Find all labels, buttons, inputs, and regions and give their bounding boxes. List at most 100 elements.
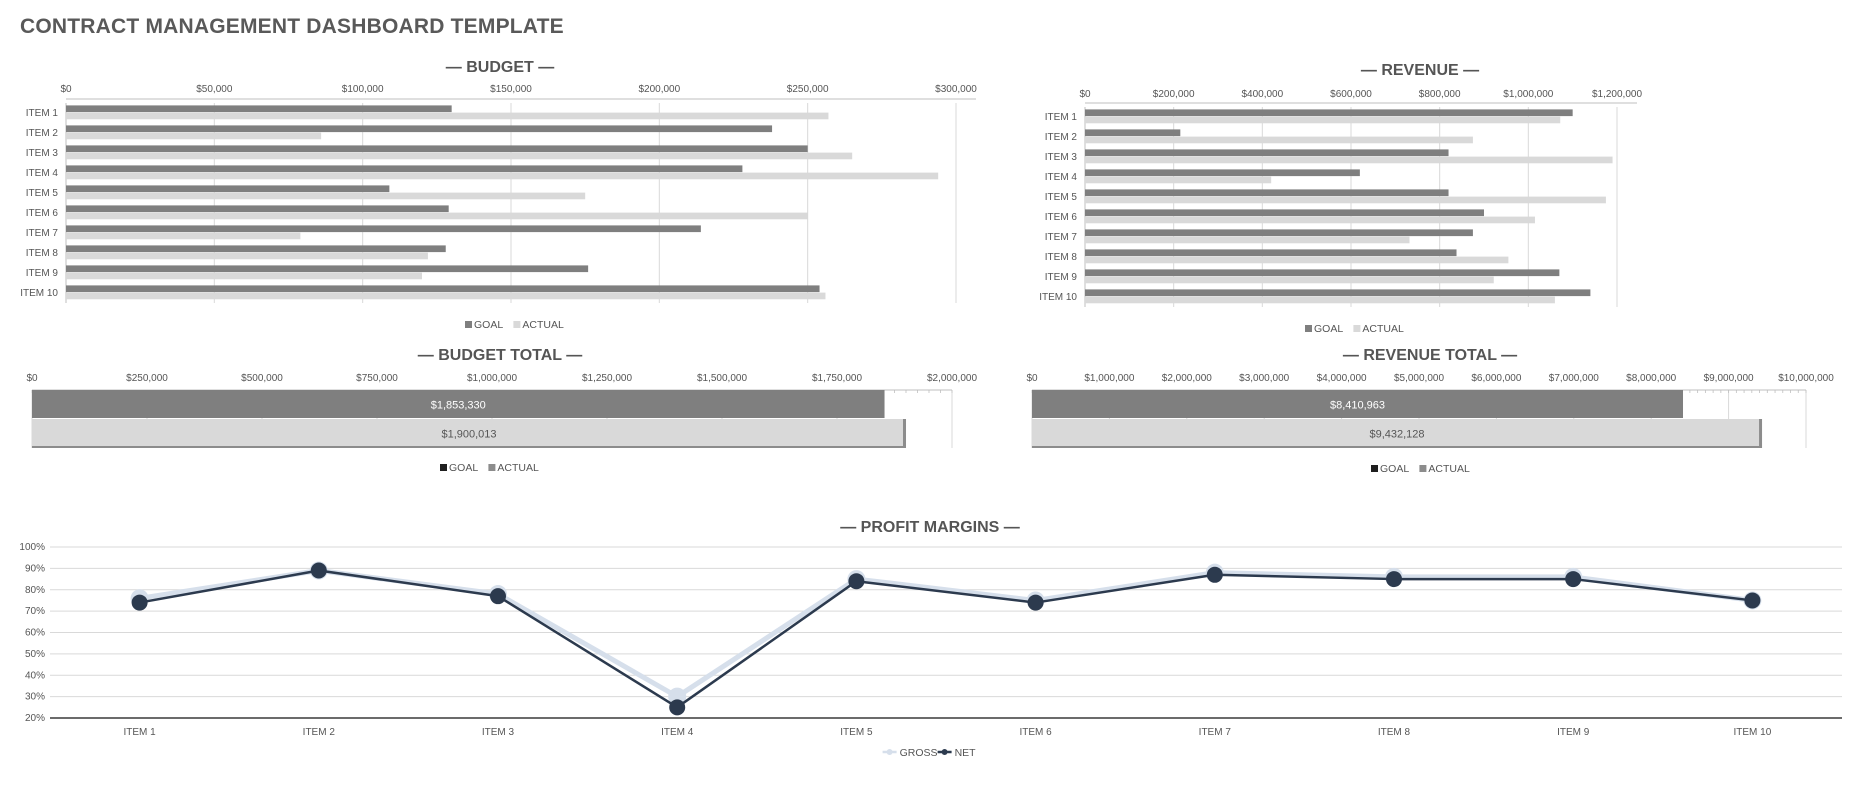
point-net-10: [1744, 592, 1761, 609]
y-tick-label: 70%: [25, 606, 45, 617]
bar-goal: [1032, 390, 1684, 418]
revenue-total-chart: — REVENUE TOTAL — $0 $1,000,000 $2,000,000 $…: [1020, 338, 1860, 483]
legend-key-actual: [513, 321, 521, 328]
category-label: ITEM 9: [1045, 272, 1078, 283]
bar-actual-6: [66, 212, 808, 220]
bar-goal-10: [66, 285, 820, 293]
category-label: ITEM 8: [26, 248, 59, 259]
category-label: ITEM 5: [840, 727, 873, 738]
bar-actual-5: [66, 192, 586, 200]
x-tick-label: $0: [60, 84, 72, 95]
category-label: ITEM 6: [1045, 212, 1078, 223]
x-tick-label: $6,000,000: [1471, 373, 1521, 384]
x-tick-label: $500,000: [241, 373, 283, 384]
category-label: ITEM 9: [1557, 727, 1590, 738]
category-label: ITEM 8: [1378, 727, 1411, 738]
bar-goal-2: [66, 125, 773, 133]
y-tick-label: 80%: [25, 585, 45, 596]
bar-actual-4: [66, 172, 939, 180]
budget-chart: — BUDGET — $0 $50,000 $100,000 $150,000 $200,…: [0, 45, 1000, 340]
bar-goal-5: [1085, 189, 1449, 197]
legend-key-goal: [1371, 465, 1378, 472]
budget_total-title: — BUDGET TOTAL —: [418, 347, 582, 364]
bar-actual-9: [66, 272, 422, 280]
category-label: ITEM 1: [123, 727, 156, 738]
legend-label-gross: GROSS: [900, 747, 938, 759]
bar-goal-9: [66, 265, 589, 273]
y-tick-label: 40%: [25, 670, 45, 681]
x-tick-label: $800,000: [1419, 89, 1461, 100]
category-label: ITEM 10: [20, 288, 58, 299]
x-tick-label: $750,000: [356, 373, 398, 384]
bar-goal-6: [66, 205, 449, 213]
category-label: ITEM 4: [661, 727, 694, 738]
y-tick-label: 60%: [25, 628, 45, 639]
profit-margins-chart-svg: — PROFIT MARGINS — 20% 30% 40% 50% 60% 70% 80% 9…: [19, 519, 1842, 759]
x-tick-label: $0: [26, 373, 38, 384]
category-label: ITEM 2: [26, 128, 59, 139]
revenue_total-title: — REVENUE TOTAL —: [1343, 347, 1517, 364]
bar-goal-1: [1085, 109, 1573, 117]
bar-goal-4: [66, 165, 743, 173]
legend-key-actual: [1419, 465, 1427, 472]
bar-actual-3: [66, 152, 853, 160]
y-tick-label: 100%: [19, 542, 45, 553]
x-tick-label: $1,250,000: [582, 373, 632, 384]
legend-label-goal: GOAL: [1380, 463, 1409, 475]
y-tick-label: 50%: [25, 649, 45, 660]
point-net-2: [310, 562, 327, 579]
data-label-actual: $9,432,128: [1369, 429, 1424, 441]
x-tick-label: $200,000: [1153, 89, 1195, 100]
x-tick-label: $0: [1079, 89, 1091, 100]
budget-title: — BUDGET —: [446, 59, 554, 76]
category-label: ITEM 2: [303, 727, 336, 738]
x-tick-label: $1,000,000: [1084, 373, 1134, 384]
budget-total-chart-svg: — BUDGET TOTAL — $0 $250,000 $500,000 $750,0…: [26, 347, 977, 474]
bar-goal-10: [1085, 289, 1591, 297]
x-tick-label: $0: [1026, 373, 1038, 384]
bar-goal-4: [1085, 169, 1360, 177]
x-tick-label: $1,000,000: [1503, 89, 1553, 100]
point-net-9: [1565, 571, 1582, 588]
line-net: [139, 569, 1753, 709]
legend-key-gross-marker: [886, 749, 893, 755]
point-net-1: [131, 594, 148, 611]
bar-goal-2: [1085, 129, 1181, 137]
category-label: ITEM 7: [1045, 232, 1078, 243]
bar-goal-7: [1085, 229, 1473, 237]
bar-actual-7: [1085, 236, 1410, 244]
bar-actual-7: [66, 232, 301, 240]
y-tick-label: 90%: [25, 563, 45, 574]
x-tick-label: $7,000,000: [1549, 373, 1599, 384]
bar-actual-1: [66, 112, 829, 120]
bar-goal-1: [66, 105, 452, 113]
bar-actual-5: [1085, 196, 1606, 204]
x-tick-label: $10,000,000: [1778, 373, 1834, 384]
category-label: ITEM 3: [1045, 152, 1078, 163]
legend-label-goal: GOAL: [474, 319, 503, 331]
bar-actual-8: [1085, 256, 1509, 264]
x-tick-label: $300,000: [935, 84, 977, 95]
category-label: ITEM 7: [1199, 727, 1232, 738]
bar-goal-7: [66, 225, 701, 233]
x-tick-label: $4,000,000: [1317, 373, 1367, 384]
bar-actual-3: [1085, 156, 1613, 164]
bar-goal-6: [1085, 209, 1484, 217]
x-tick-label: $400,000: [1241, 89, 1283, 100]
category-label: ITEM 2: [1045, 132, 1078, 143]
x-tick-label: $1,200,000: [1592, 89, 1642, 100]
x-tick-label: $100,000: [342, 84, 384, 95]
legend-label-actual: ACTUAL: [1362, 323, 1404, 335]
category-label: ITEM 1: [26, 108, 59, 119]
legend-label-actual: ACTUAL: [522, 319, 564, 331]
y-tick-label: 20%: [25, 713, 45, 724]
profit_margins-title: — PROFIT MARGINS —: [840, 519, 1020, 536]
x-tick-label: $2,000,000: [1162, 373, 1212, 384]
x-tick-label: $8,000,000: [1626, 373, 1676, 384]
legend-key-goal: [1305, 325, 1312, 332]
category-label: ITEM 8: [1045, 252, 1078, 263]
legend-label-actual: ACTUAL: [497, 462, 539, 474]
bar-goal-3: [1085, 149, 1449, 157]
legend-key-goal: [440, 464, 447, 471]
budget-total-chart: — BUDGET TOTAL — $0 $250,000 $500,000 $750,0…: [0, 338, 1000, 483]
